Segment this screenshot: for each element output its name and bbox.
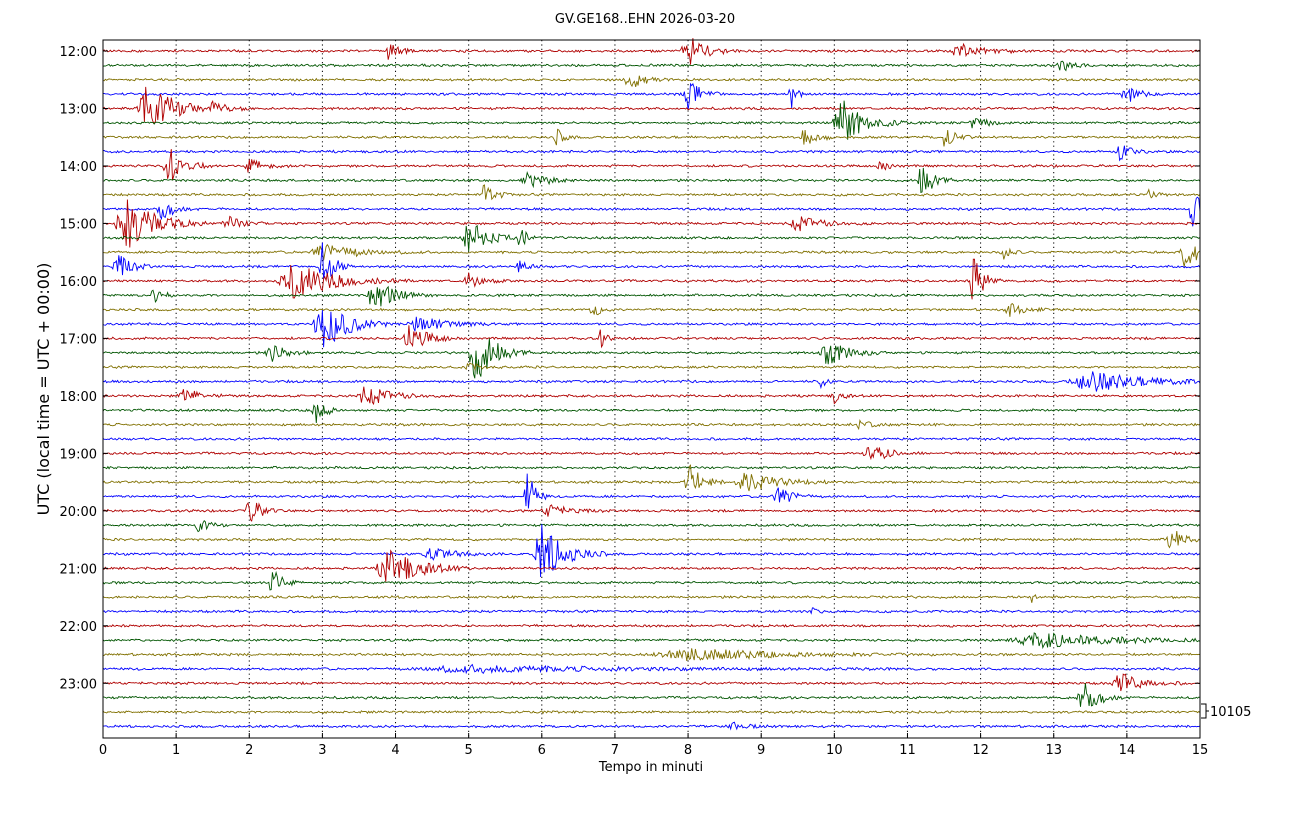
y-tick-label: 21:00 <box>60 562 97 577</box>
y-tick-label: 15:00 <box>60 217 97 232</box>
trace-18:00 <box>102 386 1201 406</box>
trace-14:15 <box>102 167 1201 194</box>
trace-18:45 <box>102 436 1201 442</box>
trace-12:15 <box>102 60 1201 72</box>
scale-bracket <box>1201 703 1209 719</box>
trace-13:45 <box>102 145 1201 162</box>
trace-16:30 <box>102 303 1201 317</box>
y-tick-label: 23:00 <box>60 677 97 692</box>
y-tick-label: 14:00 <box>60 160 97 175</box>
x-tick-label: 13 <box>1045 743 1062 758</box>
x-tick-label: 4 <box>391 743 399 758</box>
x-tick-label: 0 <box>99 743 107 758</box>
trace-13:00 <box>102 86 1201 124</box>
trace-16:45 <box>102 309 1201 348</box>
x-tick-label: 9 <box>757 743 765 758</box>
x-axis: 0 1 2 3 4 5 6 7 8 9 10 11 12 13 14 15 <box>99 733 1208 758</box>
trace-23:15 <box>102 683 1201 707</box>
y-axis: 12:00 13:00 14:00 15:00 16:00 17:00 18:00 19:00… <box>60 45 1200 692</box>
y-tick-label: 19:00 <box>60 447 97 462</box>
x-tick-label: 10 <box>826 743 843 758</box>
x-tick-label: 7 <box>611 743 619 758</box>
trace-21:45 <box>102 607 1201 615</box>
x-tick-label: 11 <box>899 743 916 758</box>
trace-23:45 <box>103 721 1201 731</box>
y-axis-label: UTC (local time = UTC + 00:00) <box>34 263 53 516</box>
trace-15:45 <box>102 242 1201 280</box>
trace-22:15 <box>102 632 1201 650</box>
trace-17:45 <box>102 371 1201 392</box>
y-tick-label: 16:00 <box>60 275 97 290</box>
y-tick-label: 20:00 <box>60 505 97 520</box>
trace-16:15 <box>102 285 1201 307</box>
trace-21:00 <box>102 549 1201 582</box>
trace-23:00 <box>102 673 1201 692</box>
trace-12:45 <box>102 82 1201 110</box>
trace-14:45 <box>102 196 1201 227</box>
trace-19:15 <box>102 465 1201 470</box>
trace-15:30 <box>102 243 1201 267</box>
trace-19:45 <box>102 473 1201 509</box>
trace-17:00 <box>102 325 1201 349</box>
trace-13:15 <box>102 100 1201 140</box>
trace-23:30 <box>102 710 1201 715</box>
trace-20:30 <box>102 530 1201 549</box>
y-tick-label: 18:00 <box>60 390 97 405</box>
x-tick-label: 2 <box>245 743 253 758</box>
trace-19:00 <box>102 446 1201 461</box>
trace-21:30 <box>102 594 1201 603</box>
trace-22:30 <box>102 648 1201 661</box>
x-tick-label: 3 <box>318 743 326 758</box>
x-tick-label: 1 <box>172 743 180 758</box>
x-tick-label: 15 <box>1192 743 1209 758</box>
trace-18:15 <box>102 404 1201 424</box>
trace-17:30 <box>102 362 1201 372</box>
trace-19:30 <box>102 464 1201 492</box>
y-tick-label: 13:00 <box>60 102 97 117</box>
trace-15:15 <box>102 224 1201 252</box>
trace-15:00 <box>103 199 1201 248</box>
x-tick-label: 6 <box>538 743 546 758</box>
seismic-traces <box>102 38 1201 731</box>
trace-12:00 <box>102 38 1201 65</box>
trace-20:00 <box>102 502 1201 522</box>
trace-18:30 <box>102 419 1201 431</box>
trace-17:15 <box>102 338 1201 379</box>
x-tick-label: 5 <box>465 743 473 758</box>
trace-14:30 <box>102 184 1201 201</box>
x-axis-label: Tempo in minuti <box>598 760 703 775</box>
minute-grid <box>175 40 1128 738</box>
y-tick-label: 17:00 <box>60 332 97 347</box>
trace-13:30 <box>102 128 1201 147</box>
x-tick-label: 8 <box>684 743 692 758</box>
trace-22:00 <box>102 623 1201 628</box>
trace-21:15 <box>102 570 1201 591</box>
y-tick-label: 12:00 <box>60 45 97 60</box>
x-tick-label: 14 <box>1119 743 1136 758</box>
y-tick-label: 22:00 <box>60 620 97 635</box>
trace-22:45 <box>102 663 1201 675</box>
plot-frame <box>102 39 1201 739</box>
x-tick-label: 12 <box>972 743 989 758</box>
trace-20:45 <box>102 523 1201 578</box>
scale-label: 10105 <box>1210 705 1251 720</box>
trace-14:00 <box>102 149 1201 181</box>
trace-20:15 <box>102 519 1201 533</box>
amplitude-scale: 10105 <box>1201 703 1251 720</box>
chart-title: GV.GE168..EHN 2026-03-20 <box>554 12 736 27</box>
trace-12:30 <box>102 75 1201 88</box>
trace-16:00 <box>102 258 1201 300</box>
